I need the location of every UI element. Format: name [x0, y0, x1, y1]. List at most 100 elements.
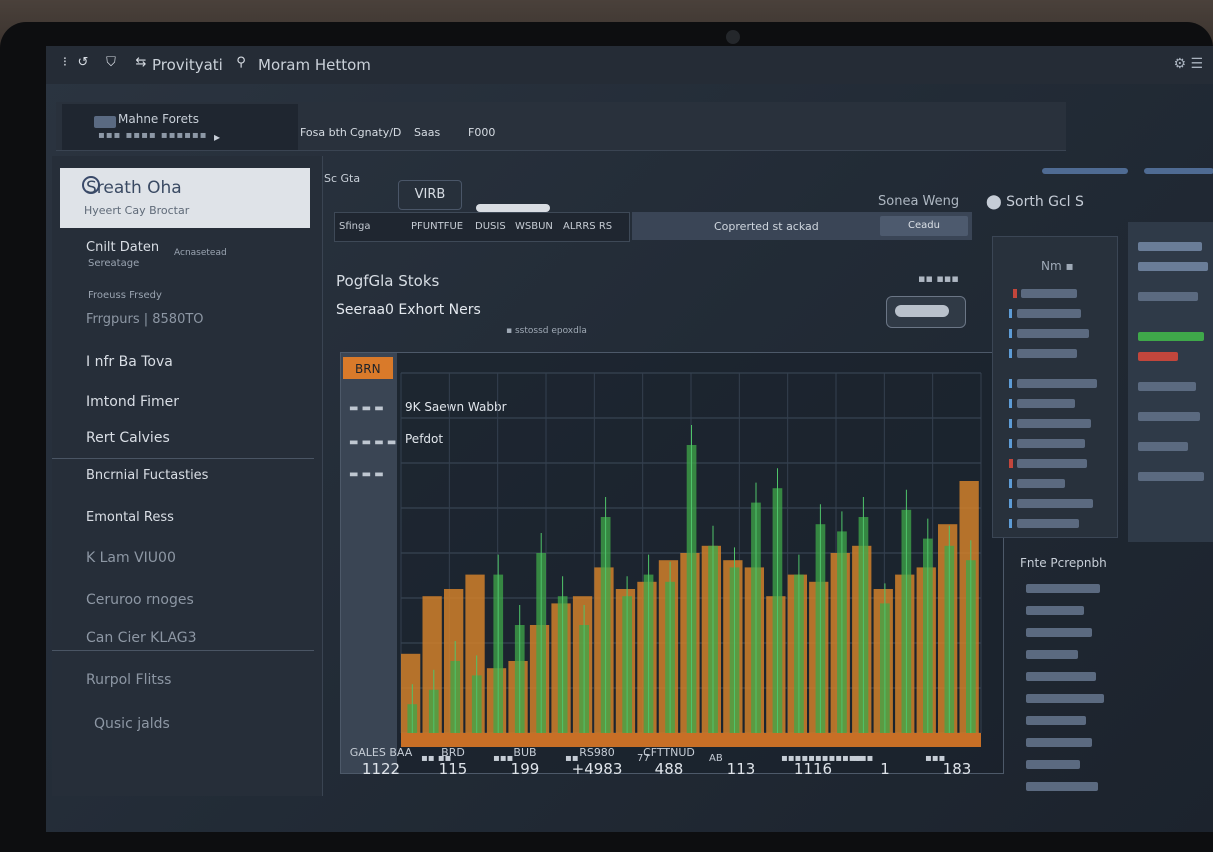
sidebar-item-3[interactable]: Rert Calvies	[86, 430, 170, 446]
sidebar-item-8[interactable]: Can Cier KLAG3	[86, 630, 197, 646]
x-tick-label: 77	[637, 753, 650, 764]
footer-stat: 183	[922, 746, 992, 778]
footer-stat-label	[706, 746, 776, 760]
footer-stat-value: 113	[726, 760, 756, 778]
sidebar-item-9[interactable]: Rurpol Flitss	[86, 672, 172, 688]
shield-icon: ⛉	[106, 55, 116, 70]
sidebar-item-10[interactable]: Qusic jalds	[94, 716, 170, 732]
x-tick-label: ▪▪▪	[925, 753, 945, 764]
chart-rail-label-2: ▬ ▬ ▬ ▬	[349, 437, 396, 448]
search-icon	[82, 176, 100, 194]
bar-chart: BRN ▬ ▬ ▬ ▬ ▬ ▬ ▬ ▬ ▬ ▬ 9K Saewn Wabbr P…	[341, 353, 982, 773]
tab-sfinga[interactable]: Sfinga	[339, 221, 371, 232]
sidebar-item-1[interactable]: I nfr Ba Tova	[86, 354, 173, 370]
footer-stat-value: 1122	[361, 760, 401, 778]
sidebar-divider	[52, 458, 314, 459]
window-title: Provityati	[152, 56, 223, 74]
search-icon[interactable]: ⚲	[236, 55, 246, 70]
back-icon[interactable]: ↺	[77, 55, 89, 70]
menu-item-saas[interactable]: Saas	[414, 126, 441, 139]
breadcrumb[interactable]: Sc Gta	[324, 172, 361, 185]
footer-stat-label	[850, 746, 920, 760]
sidebar-item-5[interactable]: Emontal Ress	[86, 510, 174, 525]
tab-pfuntfue[interactable]: PFUNTFUE	[411, 221, 464, 232]
menu-item-f000[interactable]: F000	[468, 126, 496, 139]
footer-stat-label	[778, 746, 848, 760]
brand-caption: ▪▪▪ ▪▪▪▪ ▪▪▪▪▪▪	[98, 130, 208, 141]
filter-button[interactable]: Ceadu	[880, 216, 968, 236]
tab-wsbun[interactable]: WSBUN	[515, 221, 553, 232]
right-header-label: Sonea Weng	[878, 194, 960, 209]
chart-badge-label: BRN	[355, 362, 381, 376]
brand-logo-icon	[94, 116, 116, 128]
footer-stat-label	[922, 746, 992, 760]
footer-stat-value: 115	[438, 760, 468, 778]
chart-section-subtitle: Seeraa0 Exhort Ners	[336, 302, 481, 318]
sidebar: Sreath Oha Hyeert Cay Broctar Cnilt Date…	[52, 156, 323, 796]
search-panel[interactable]: Sreath Oha Hyeert Cay Broctar	[60, 168, 310, 228]
footer-stat: GALES BAA 1122	[346, 746, 416, 778]
search-title: Sreath Oha	[86, 178, 182, 198]
x-tick-label: ▪▪ ▪▪	[421, 753, 451, 764]
chart-rail-label-3: ▬ ▬ ▬	[349, 469, 384, 480]
chart-title: 9K Saewn Wabbr	[405, 400, 507, 414]
footer-stat-label: BRD	[441, 746, 465, 759]
footer-stat-label: GALES BAA	[349, 746, 413, 759]
chart-toggle-button[interactable]	[886, 296, 966, 328]
accent-bar	[1144, 168, 1213, 174]
chart-subtitle: Pefdot	[405, 432, 443, 446]
sidebar-caption: Froeuss Frsedy	[88, 290, 162, 301]
sidebar-item-4[interactable]: Bncrnial Fuctasties	[86, 468, 209, 483]
chevron-right-icon[interactable]: ▸	[214, 130, 221, 144]
chart-rail-label-1: ▬ ▬ ▬	[349, 403, 384, 414]
footer-stat: 1	[850, 746, 920, 778]
chart-left-rail	[341, 353, 397, 773]
chart-options-label: ▪▪ ▪▪▪	[918, 272, 959, 285]
footer-stat-value: 488	[654, 760, 684, 778]
tab-alrrs[interactable]: ALRRS RS	[563, 221, 613, 232]
scroll-indicator	[476, 204, 550, 212]
brand-area[interactable]: Mahne Forets ▪▪▪ ▪▪▪▪ ▪▪▪▪▪▪ ▸	[62, 104, 298, 150]
sidebar-field: Frrgpurs | 8580TO	[86, 312, 204, 327]
footer-stat-label: CFTTNUD	[643, 746, 695, 759]
chart-section-title: PogfGla Stoks	[336, 272, 440, 290]
x-tick-label: ▪▪▪	[493, 753, 513, 764]
chart-baseline	[401, 733, 981, 747]
x-tick-label: AB	[709, 753, 723, 764]
footer-stat: CFTTNUD 488	[634, 746, 704, 778]
footer-stat-value: +4983	[571, 760, 623, 778]
footer-stat: BUB 199	[490, 746, 560, 778]
webcam	[726, 30, 740, 44]
tab-dusis[interactable]: DUSIS	[475, 221, 506, 232]
right-header-link[interactable]: ⬤ Sorth Gcl S	[986, 194, 1084, 210]
chart-section-note: ▪ sstossd epoxdla	[506, 326, 587, 336]
section-note: Acnasetead	[174, 248, 227, 258]
sidebar-item-2[interactable]: Imtond Fimer	[86, 394, 179, 410]
x-tick-label: ▪▪▪▪▪▪▪▪▪▪▪▪	[781, 753, 862, 764]
footer-stat: 113	[706, 746, 776, 778]
toggle-knob	[895, 305, 949, 317]
accent-bar	[1042, 168, 1128, 174]
footer-stat: 1116	[778, 746, 848, 778]
footer-stat-value: 1116	[793, 760, 833, 778]
x-tick-label: ▪▪	[565, 753, 579, 764]
title-bar: ⁝ ↺ ⛉ ⇆ Provityati ⚲ Moram Hettom ⚙ ☰	[46, 46, 1213, 84]
menu-dots-icon[interactable]: ⁝	[62, 55, 68, 70]
chart-frame: BRN ▬ ▬ ▬ ▬ ▬ ▬ ▬ ▬ ▬ ▬ 9K Saewn Wabbr P…	[340, 352, 1004, 774]
tab-virb[interactable]: VIRB	[398, 180, 462, 210]
footer-stat: RS980 +4983	[562, 746, 632, 778]
sidebar-item-7[interactable]: Ceruroo rnoges	[86, 592, 194, 608]
right-panel-label: Nm ▪	[1041, 259, 1074, 273]
footer-stat-value: 183	[942, 760, 972, 778]
filter-bar[interactable]: Coprerted st ackad Ceadu	[632, 212, 972, 240]
tab-strip: Sfinga PFUNTFUE DUSIS WSBUN ALRRS RS	[334, 212, 630, 242]
section-subtitle: Sereatage	[88, 258, 140, 269]
menu-item-cgnaty[interactable]: Cgnaty/D	[350, 126, 402, 139]
sidebar-item-6[interactable]: K Lam VIU00	[86, 550, 176, 566]
window-subtitle: Moram Hettom	[258, 56, 371, 74]
footer-stat-value: 199	[510, 760, 540, 778]
brand-title: Mahne Forets	[118, 112, 199, 126]
screen: ⁝ ↺ ⛉ ⇆ Provityati ⚲ Moram Hettom ⚙ ☰ Ma…	[46, 46, 1213, 832]
window-controls-icon[interactable]: ⚙ ☰	[1173, 56, 1203, 72]
menu-item-fosa[interactable]: Fosa bth	[300, 126, 347, 139]
